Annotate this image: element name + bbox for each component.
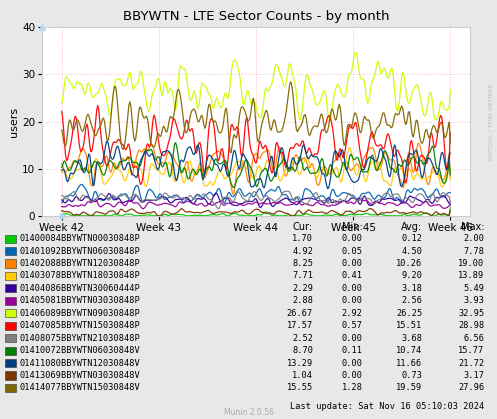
Text: 3.18: 3.18 — [402, 284, 422, 293]
Text: 0.41: 0.41 — [342, 272, 363, 280]
Text: 11.66: 11.66 — [396, 359, 422, 367]
Bar — [5, 285, 16, 292]
Text: 01410072BBYWTN06030848V: 01410072BBYWTN06030848V — [20, 346, 141, 355]
Text: 27.96: 27.96 — [458, 383, 485, 393]
Text: 7.78: 7.78 — [464, 246, 485, 256]
Text: 0.57: 0.57 — [342, 321, 363, 330]
Text: 0.00: 0.00 — [342, 371, 363, 380]
Text: 2.56: 2.56 — [402, 296, 422, 305]
Text: 1.70: 1.70 — [292, 234, 313, 243]
Text: 0.11: 0.11 — [342, 346, 363, 355]
Text: 8.70: 8.70 — [292, 346, 313, 355]
Text: 01406089BBYWTN09030848P: 01406089BBYWTN09030848P — [20, 309, 141, 318]
Text: 0.12: 0.12 — [402, 234, 422, 243]
Bar — [5, 384, 16, 392]
Text: RDTOOL / TOBI OETIKER: RDTOOL / TOBI OETIKER — [489, 83, 494, 160]
Text: 01413069BBYWTN03030848V: 01413069BBYWTN03030848V — [20, 371, 141, 380]
Text: 32.95: 32.95 — [458, 309, 485, 318]
Text: 2.52: 2.52 — [292, 334, 313, 343]
Text: 0.00: 0.00 — [342, 334, 363, 343]
Text: 01407085BBYWTN15030848P: 01407085BBYWTN15030848P — [20, 321, 141, 330]
Text: 01405081BBYWTN03030848P: 01405081BBYWTN03030848P — [20, 296, 141, 305]
Text: Avg:: Avg: — [401, 222, 422, 233]
Text: 3.68: 3.68 — [402, 334, 422, 343]
Text: 01411080BBYWTN12030848V: 01411080BBYWTN12030848V — [20, 359, 141, 367]
Text: 26.67: 26.67 — [287, 309, 313, 318]
Text: 5.49: 5.49 — [464, 284, 485, 293]
Text: 01401092BBYWTN06030848P: 01401092BBYWTN06030848P — [20, 246, 141, 256]
Text: 0.05: 0.05 — [342, 246, 363, 256]
Text: 28.98: 28.98 — [458, 321, 485, 330]
Text: 4.50: 4.50 — [402, 246, 422, 256]
Bar — [5, 247, 16, 255]
Text: 2.29: 2.29 — [292, 284, 313, 293]
Text: 01404086BBYWTN30060444P: 01404086BBYWTN30060444P — [20, 284, 141, 293]
Text: 9.20: 9.20 — [402, 272, 422, 280]
Text: 0.00: 0.00 — [342, 259, 363, 268]
Bar — [5, 347, 16, 354]
Text: 15.55: 15.55 — [287, 383, 313, 393]
Text: 0.00: 0.00 — [342, 284, 363, 293]
Text: 2.92: 2.92 — [342, 309, 363, 318]
Bar — [5, 235, 16, 243]
Text: 13.29: 13.29 — [287, 359, 313, 367]
Text: 0.00: 0.00 — [342, 359, 363, 367]
Bar — [5, 371, 16, 380]
Text: 15.51: 15.51 — [396, 321, 422, 330]
Bar — [5, 334, 16, 342]
Text: 2.88: 2.88 — [292, 296, 313, 305]
Text: Last update: Sat Nov 16 05:10:03 2024: Last update: Sat Nov 16 05:10:03 2024 — [290, 402, 485, 411]
Text: 8.25: 8.25 — [292, 259, 313, 268]
Text: 10.26: 10.26 — [396, 259, 422, 268]
Text: 7.71: 7.71 — [292, 272, 313, 280]
Text: Max:: Max: — [461, 222, 485, 233]
Text: Cur:: Cur: — [293, 222, 313, 233]
Text: 0.00: 0.00 — [342, 296, 363, 305]
Y-axis label: users: users — [9, 106, 19, 137]
Text: 26.25: 26.25 — [396, 309, 422, 318]
Text: 01402088BBYWTN12030848P: 01402088BBYWTN12030848P — [20, 259, 141, 268]
Bar — [5, 259, 16, 268]
Text: 1.04: 1.04 — [292, 371, 313, 380]
Text: 01400084BBYWTN00030848P: 01400084BBYWTN00030848P — [20, 234, 141, 243]
Text: 2.00: 2.00 — [464, 234, 485, 243]
Text: 3.93: 3.93 — [464, 296, 485, 305]
Text: 10.74: 10.74 — [396, 346, 422, 355]
Bar — [5, 359, 16, 367]
Text: 01403078BBYWTN18030848P: 01403078BBYWTN18030848P — [20, 272, 141, 280]
Text: 21.72: 21.72 — [458, 359, 485, 367]
Text: 01408075BBYWTN21030848P: 01408075BBYWTN21030848P — [20, 334, 141, 343]
Text: 3.17: 3.17 — [464, 371, 485, 380]
Text: 01414077BBYWTN15030848V: 01414077BBYWTN15030848V — [20, 383, 141, 393]
Text: 4.92: 4.92 — [292, 246, 313, 256]
Bar — [5, 309, 16, 317]
Text: 13.89: 13.89 — [458, 272, 485, 280]
Text: 0.73: 0.73 — [402, 371, 422, 380]
Text: 15.77: 15.77 — [458, 346, 485, 355]
Bar — [5, 322, 16, 330]
Title: BBYWTN - LTE Sector Counts - by month: BBYWTN - LTE Sector Counts - by month — [123, 10, 389, 23]
Text: 19.59: 19.59 — [396, 383, 422, 393]
Bar — [5, 272, 16, 280]
Text: Munin 2.0.56: Munin 2.0.56 — [224, 408, 273, 417]
Text: 17.57: 17.57 — [287, 321, 313, 330]
Text: 19.00: 19.00 — [458, 259, 485, 268]
Text: 0.00: 0.00 — [342, 234, 363, 243]
Bar — [5, 297, 16, 305]
Text: 6.56: 6.56 — [464, 334, 485, 343]
Text: 1.28: 1.28 — [342, 383, 363, 393]
Text: Min:: Min: — [342, 222, 363, 233]
